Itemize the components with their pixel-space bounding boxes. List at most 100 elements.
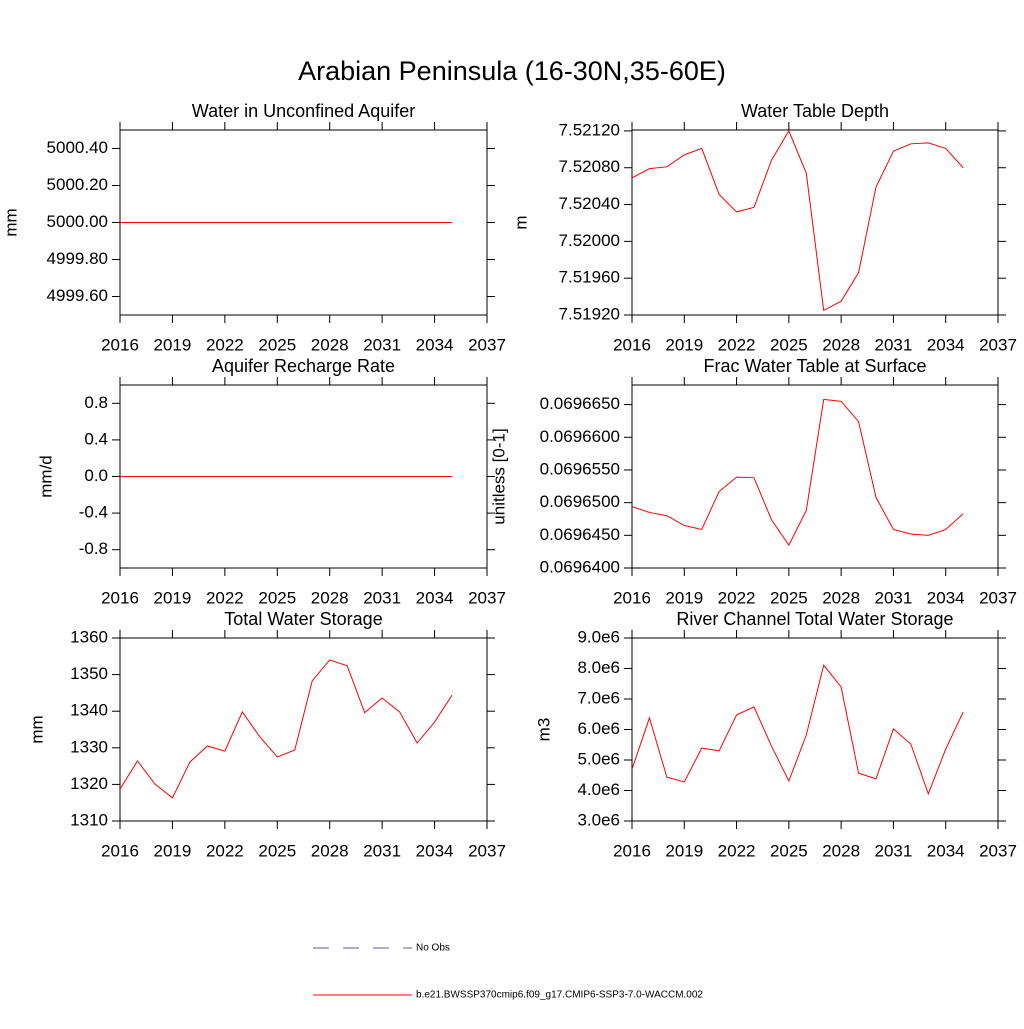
- x-tick-label: 2016: [101, 588, 139, 607]
- y-tick-label: 7.52040: [559, 194, 620, 213]
- y-tick-label: 7.52000: [559, 231, 620, 250]
- x-tick-label: 2025: [258, 841, 296, 860]
- y-tick-label: 7.51960: [559, 268, 620, 287]
- x-tick-label: 2022: [206, 841, 244, 860]
- x-tick-label: 2031: [363, 841, 401, 860]
- x-tick-label: 2028: [311, 335, 349, 354]
- y-tick-label: 0.8: [84, 393, 108, 412]
- x-tick-label: 2022: [718, 841, 756, 860]
- y-tick-label: 0.0696500: [540, 492, 620, 511]
- legend-label: No Obs: [416, 943, 450, 954]
- x-tick-label: 2022: [206, 588, 244, 607]
- data-line: [631, 129, 964, 312]
- x-tick-label: 2025: [770, 335, 808, 354]
- y-tick-label: 4999.80: [47, 249, 108, 268]
- panel-title: Water Table Depth: [741, 101, 889, 121]
- y-tick-label: 0.0696550: [540, 459, 620, 478]
- x-tick-label: 2019: [154, 588, 192, 607]
- panel-title: Frac Water Table at Surface: [703, 356, 926, 376]
- x-tick-label: 2034: [416, 588, 454, 607]
- y-tick-label: 0.0696450: [540, 525, 620, 544]
- x-tick-label: 2019: [154, 335, 192, 354]
- x-tick-label: 2034: [416, 841, 454, 860]
- data-line: [631, 664, 964, 796]
- y-tick-label: 0.0696650: [540, 394, 620, 413]
- x-tick-label: 2019: [154, 841, 192, 860]
- y-tick-label: 5000.00: [47, 212, 108, 231]
- x-tick-label: 2037: [979, 841, 1017, 860]
- x-tick-label: 2037: [468, 588, 506, 607]
- legend-label: b.e21.BWSSP370cmip6.f09_g17.CMIP6-SSP3-7…: [416, 990, 703, 1001]
- y-tick-label: 7.52080: [559, 157, 620, 176]
- x-tick-label: 2037: [979, 335, 1017, 354]
- x-tick-label: 2022: [718, 588, 756, 607]
- y-tick-label: 6.0e6: [577, 719, 620, 738]
- plot-frame: [119, 637, 488, 822]
- x-tick-label: 2016: [613, 588, 651, 607]
- x-tick-label: 2025: [258, 335, 296, 354]
- x-tick-label: 2037: [979, 588, 1017, 607]
- x-tick-label: 2028: [822, 588, 860, 607]
- x-tick-label: 2031: [875, 588, 913, 607]
- y-tick-label: 1310: [70, 810, 108, 829]
- y-tick-label: 8.0e6: [577, 658, 620, 677]
- y-axis-label: unitless [0-1]: [489, 428, 508, 524]
- y-tick-label: 0.0696400: [540, 557, 620, 576]
- data-line: [631, 398, 964, 547]
- x-tick-label: 2019: [665, 841, 703, 860]
- y-axis-label: m: [511, 215, 530, 229]
- x-tick-label: 2031: [363, 588, 401, 607]
- figure-title: Arabian Peninsula (16-30N,35-60E): [298, 56, 726, 86]
- plot-frame: [631, 637, 999, 822]
- y-tick-label: -0.4: [79, 503, 108, 522]
- y-tick-label: 5.0e6: [577, 749, 620, 768]
- y-tick-label: 0.4: [84, 429, 108, 448]
- x-tick-label: 2034: [927, 841, 965, 860]
- y-tick-label: 9.0e6: [577, 627, 620, 646]
- y-axis-label: mm: [27, 715, 46, 743]
- y-tick-label: 1360: [70, 627, 108, 646]
- y-tick-label: 0.0: [84, 466, 108, 485]
- y-tick-label: 1320: [70, 774, 108, 793]
- x-tick-label: 2025: [258, 588, 296, 607]
- x-tick-label: 2022: [718, 335, 756, 354]
- y-tick-label: 7.51920: [559, 304, 620, 323]
- x-tick-label: 2034: [416, 335, 454, 354]
- x-tick-label: 2028: [311, 588, 349, 607]
- y-tick-label: 4.0e6: [577, 780, 620, 799]
- y-tick-label: 0.0696600: [540, 427, 620, 446]
- x-tick-label: 2019: [665, 335, 703, 354]
- y-axis-label: mm/d: [36, 455, 55, 498]
- x-tick-label: 2028: [822, 335, 860, 354]
- y-tick-label: 7.52120: [559, 120, 620, 139]
- x-tick-label: 2031: [875, 841, 913, 860]
- y-tick-label: 3.0e6: [577, 810, 620, 829]
- y-tick-label: 1350: [70, 664, 108, 683]
- y-tick-label: 7.0e6: [577, 688, 620, 707]
- x-tick-label: 2034: [927, 588, 965, 607]
- x-tick-label: 2016: [101, 335, 139, 354]
- panel-title: Water in Unconfined Aquifer: [192, 101, 415, 121]
- x-tick-label: 2019: [665, 588, 703, 607]
- y-axis-label: mm: [1, 208, 20, 236]
- panel-title: Total Water Storage: [224, 609, 382, 629]
- x-tick-label: 2016: [101, 841, 139, 860]
- y-tick-label: 5000.40: [47, 138, 108, 157]
- x-tick-label: 2034: [927, 335, 965, 354]
- x-tick-label: 2028: [822, 841, 860, 860]
- y-tick-label: 1340: [70, 701, 108, 720]
- y-tick-label: 4999.60: [47, 286, 108, 305]
- y-axis-label: m3: [534, 718, 553, 742]
- plot-frame: [631, 384, 999, 569]
- x-tick-label: 2031: [875, 335, 913, 354]
- panel-title: Aquifer Recharge Rate: [212, 356, 395, 376]
- x-tick-label: 2016: [613, 335, 651, 354]
- x-tick-label: 2025: [770, 841, 808, 860]
- data-line: [119, 659, 453, 799]
- x-tick-label: 2022: [206, 335, 244, 354]
- y-tick-label: 1330: [70, 737, 108, 756]
- x-tick-label: 2037: [468, 841, 506, 860]
- x-tick-label: 2031: [363, 335, 401, 354]
- x-tick-label: 2037: [468, 335, 506, 354]
